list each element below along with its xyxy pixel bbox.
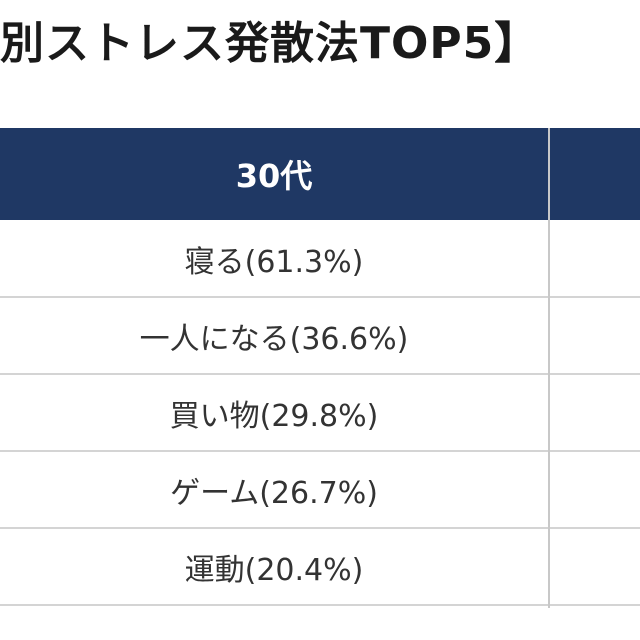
table-cell-empty <box>550 222 640 298</box>
table-cell-empty <box>550 299 640 375</box>
table-cell: 運動(20.4%) <box>0 530 548 606</box>
title: 別ストレス発散法TOP5】 <box>0 18 540 69</box>
table-cell-empty <box>550 376 640 452</box>
table-cell: 一人になる(36.6%) <box>0 299 548 375</box>
table-cell: 買い物(29.8%) <box>0 376 548 452</box>
table-cell: 寝る(61.3%) <box>0 222 548 298</box>
column-divider <box>548 128 550 608</box>
table-cell-empty <box>550 453 640 529</box>
table-cell-empty <box>550 530 640 606</box>
column-header: 30代 <box>0 128 548 220</box>
column-header-empty <box>550 128 640 220</box>
table-cell: ゲーム(26.7%) <box>0 453 548 529</box>
